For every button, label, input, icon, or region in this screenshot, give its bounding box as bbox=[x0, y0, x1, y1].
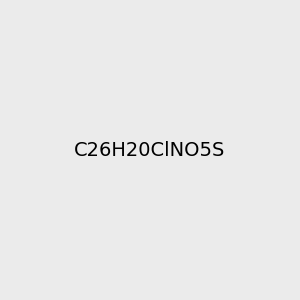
Text: C26H20ClNO5S: C26H20ClNO5S bbox=[74, 140, 226, 160]
